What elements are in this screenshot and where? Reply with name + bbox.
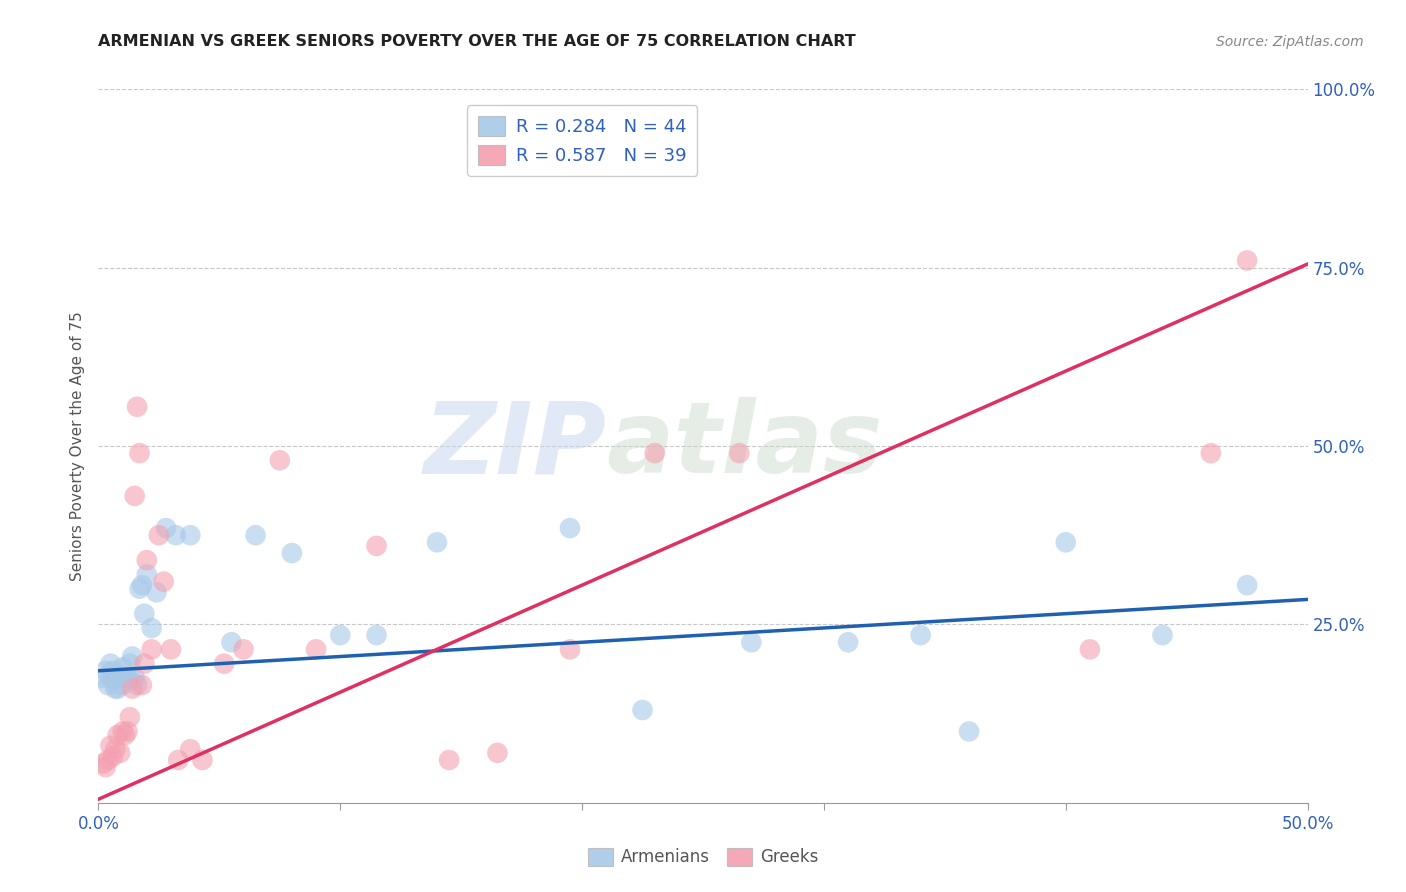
Point (127, 400, 149, 414)
Point (117, 671, 139, 685)
Point (644, 446, 666, 460)
Point (100, 739, 122, 753)
Point (212, 657, 235, 671)
Point (91, 756, 114, 771)
Point (558, 642, 581, 657)
Text: ARMENIAN VS GREEK SENIORS POVERTY OVER THE AGE OF 75 CORRELATION CHART: ARMENIAN VS GREEK SENIORS POVERTY OVER T… (98, 34, 856, 49)
Point (1236, 578, 1258, 592)
Point (148, 528, 170, 542)
Point (426, 535, 449, 549)
Point (121, 681, 143, 696)
Point (114, 728, 136, 742)
Point (107, 681, 129, 696)
Point (179, 528, 201, 542)
Point (100, 671, 122, 685)
Point (118, 710, 141, 724)
Point (740, 635, 762, 649)
Point (91, 671, 114, 685)
Point (366, 628, 388, 642)
Point (107, 671, 129, 685)
Point (152, 574, 174, 589)
Point (94, 760, 117, 774)
Point (134, 657, 156, 671)
Point (281, 546, 304, 560)
Point (232, 642, 254, 657)
Point (135, 553, 157, 567)
Point (101, 671, 124, 685)
Point (121, 649, 143, 664)
Point (111, 724, 134, 739)
Point (111, 660, 134, 674)
Point (486, 746, 509, 760)
Point (108, 746, 131, 760)
Point (141, 621, 163, 635)
Point (1054, 535, 1077, 549)
Point (114, 671, 136, 685)
Point (1152, 628, 1174, 642)
Point (191, 753, 214, 767)
Point (1236, 253, 1258, 268)
Point (124, 671, 146, 685)
Point (728, 446, 751, 460)
Point (910, 628, 932, 642)
Text: atlas: atlas (606, 398, 883, 494)
Point (97, 753, 120, 767)
Point (155, 521, 177, 535)
Legend: Armenians, Greeks: Armenians, Greeks (581, 841, 825, 873)
Point (1078, 642, 1101, 657)
Point (118, 671, 141, 685)
Point (221, 635, 243, 649)
Point (108, 671, 131, 685)
Point (245, 528, 267, 542)
Point (134, 607, 156, 621)
Point (558, 521, 581, 535)
Point (124, 489, 146, 503)
Text: Source: ZipAtlas.com: Source: ZipAtlas.com (1216, 35, 1364, 49)
Point (101, 749, 124, 764)
Point (131, 678, 153, 692)
Point (269, 453, 291, 467)
Point (837, 635, 859, 649)
Point (141, 642, 163, 657)
Point (127, 678, 149, 692)
Point (1199, 446, 1222, 460)
Point (135, 567, 157, 582)
Point (145, 585, 167, 599)
Point (94, 664, 117, 678)
Point (117, 724, 139, 739)
Point (329, 628, 352, 642)
Point (104, 681, 127, 696)
Point (131, 578, 153, 592)
Point (118, 657, 141, 671)
Point (100, 657, 122, 671)
Point (160, 642, 183, 657)
Point (107, 728, 129, 742)
Point (101, 664, 124, 678)
Point (631, 703, 654, 717)
Point (167, 753, 190, 767)
Y-axis label: Seniors Poverty Over the Age of 75: Seniors Poverty Over the Age of 75 (69, 311, 84, 581)
Point (97, 678, 120, 692)
Point (128, 446, 150, 460)
Point (104, 742, 127, 756)
Point (111, 678, 134, 692)
Point (179, 742, 201, 756)
Point (366, 539, 388, 553)
Point (437, 753, 460, 767)
Point (128, 582, 150, 596)
Point (957, 724, 980, 739)
Point (305, 642, 328, 657)
Text: ZIP: ZIP (423, 398, 606, 494)
Point (165, 528, 187, 542)
